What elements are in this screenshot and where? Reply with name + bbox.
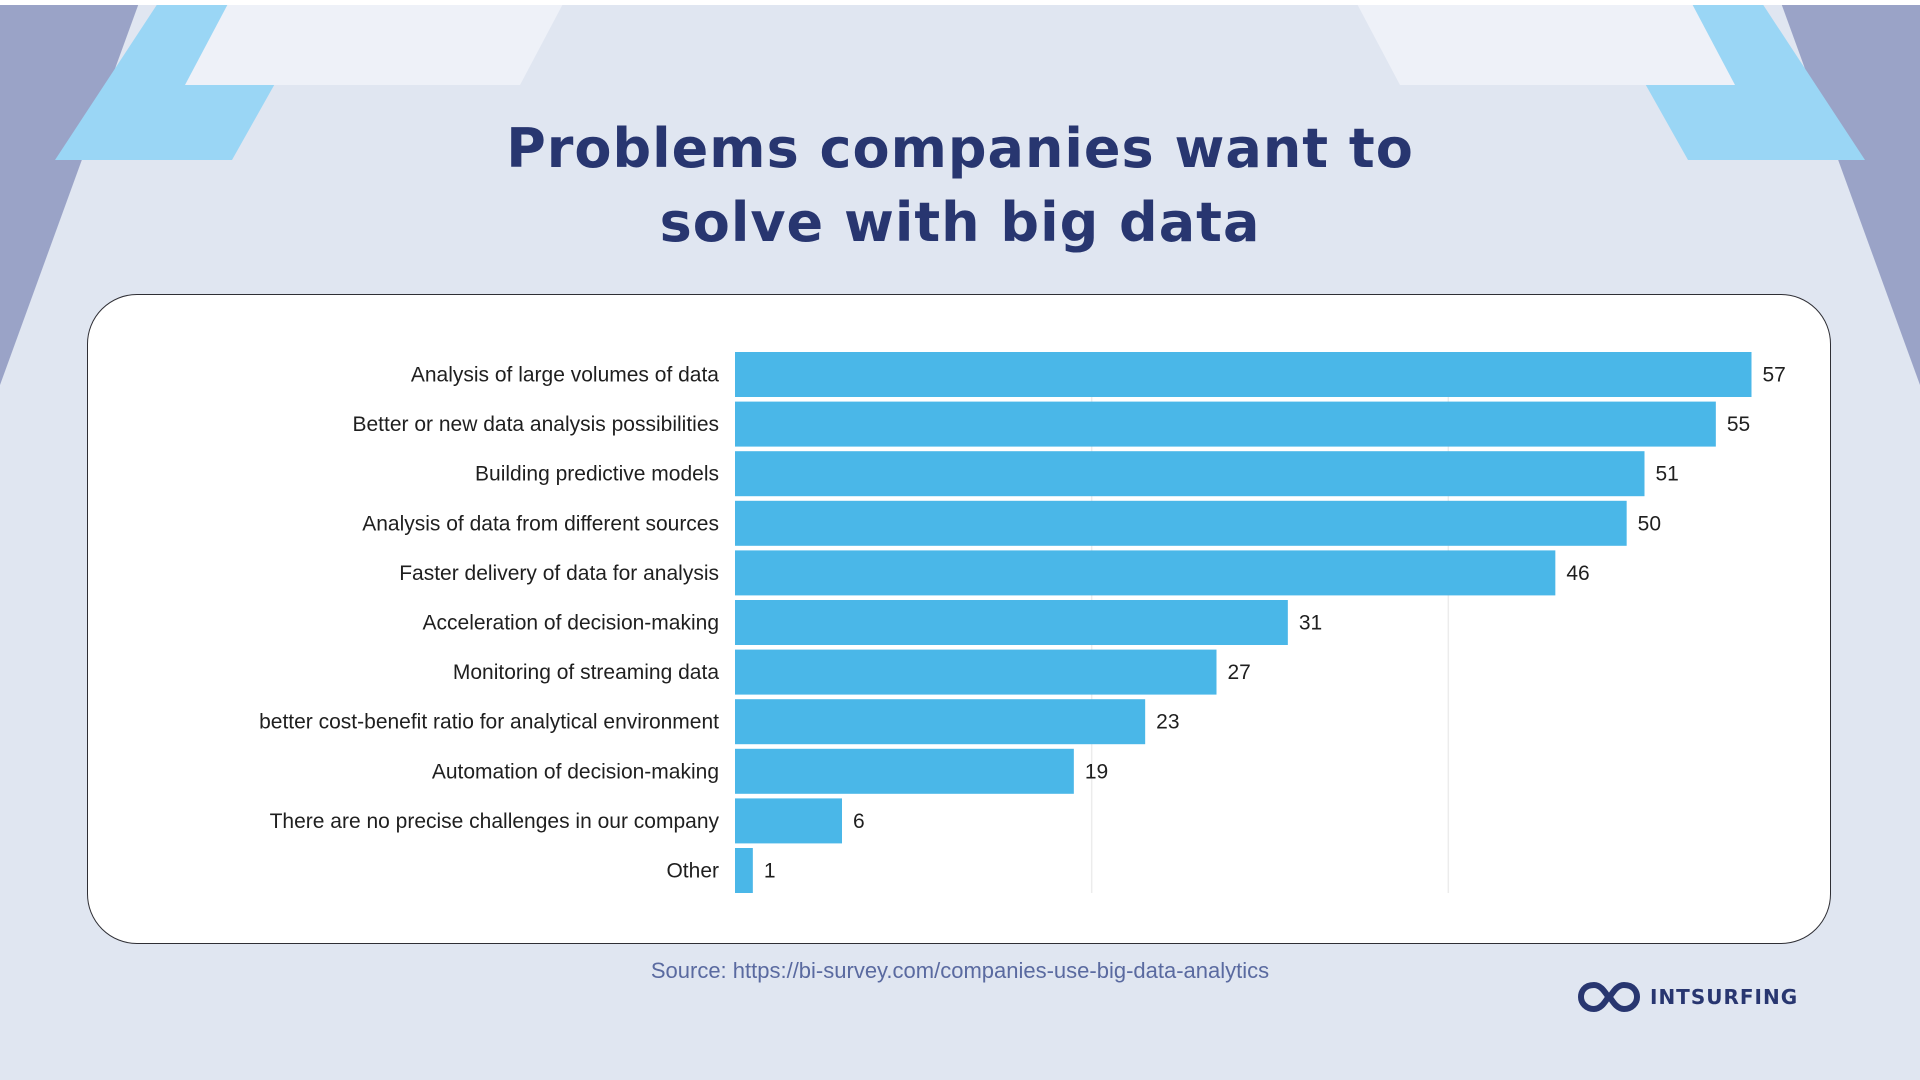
category-label: Analysis of large volumes of data — [411, 364, 719, 387]
chart-title: Problems companies want to solve with bi… — [260, 112, 1660, 260]
bar — [735, 352, 1752, 397]
bar — [735, 600, 1288, 645]
category-label: better cost-benefit ratio for analytical… — [259, 711, 719, 734]
category-label: Analysis of data from different sources — [362, 512, 719, 535]
bar — [735, 848, 753, 893]
bar — [735, 649, 1217, 695]
logo-text: INTSURFING — [1650, 985, 1799, 1009]
bar — [735, 748, 1074, 794]
chart-title-line2: solve with big data — [659, 191, 1261, 254]
value-label: 57 — [1763, 364, 1786, 387]
decor-left-white — [185, 0, 565, 85]
bar — [735, 401, 1716, 447]
category-label: Faster delivery of data for analysis — [399, 562, 719, 585]
value-label: 31 — [1299, 612, 1322, 635]
category-label: Monitoring of streaming data — [453, 661, 719, 684]
value-label: 51 — [1656, 463, 1679, 486]
value-label: 55 — [1727, 413, 1750, 436]
bar — [735, 550, 1556, 596]
value-label: 19 — [1085, 760, 1108, 783]
brand-logo: INTSURFING — [1578, 980, 1798, 1014]
value-label: 46 — [1566, 562, 1589, 585]
category-label: Automation of decision-making — [432, 760, 719, 783]
infinity-logo-icon — [1578, 982, 1640, 1012]
category-label: Better or new data analysis possibilitie… — [352, 413, 719, 436]
bar — [735, 699, 1146, 745]
category-label: There are no precise challenges in our c… — [270, 810, 720, 833]
category-label: Other — [666, 860, 719, 883]
category-label: Building predictive models — [475, 463, 719, 486]
chart-title-line1: Problems companies want to — [506, 117, 1414, 180]
value-label: 27 — [1228, 661, 1251, 684]
value-label: 50 — [1638, 512, 1661, 535]
category-label: Acceleration of decision-making — [423, 612, 719, 635]
value-label: 23 — [1156, 711, 1179, 734]
chart-card: Analysis of large volumes of data 57 Bette… — [87, 294, 1831, 944]
bar-chart: Analysis of large volumes of data 57 Bette… — [259, 352, 1786, 893]
source-text: Source: https://bi-survey.com/companies-… — [650, 958, 1270, 983]
bar — [735, 500, 1627, 546]
decor-right-white — [1355, 0, 1735, 85]
bar — [735, 798, 842, 844]
value-label: 1 — [764, 860, 776, 883]
value-label: 6 — [853, 810, 865, 833]
decor-top-strip — [0, 0, 1920, 5]
bar — [735, 451, 1645, 497]
